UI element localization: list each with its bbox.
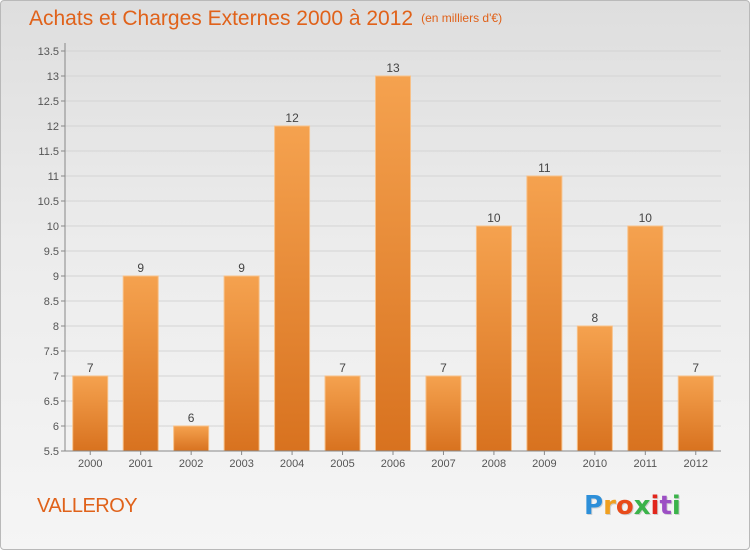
y-tick-label: 7 (53, 371, 59, 383)
bar-2007 (425, 375, 462, 452)
bar-2004 (274, 125, 311, 452)
logo-letter: r (603, 491, 616, 521)
chart-title-text: Achats et Charges Externes 2000 à 2012 (29, 7, 414, 30)
x-tick-label: 2004 (280, 458, 304, 470)
value-label: 13 (386, 61, 400, 75)
x-tick-label: 2001 (128, 458, 152, 470)
value-label: 7 (87, 361, 94, 375)
y-tick-label: 6 (53, 421, 59, 433)
bar-2009 (526, 175, 563, 452)
town-name: VALLEROY (37, 495, 138, 517)
value-label: 10 (487, 211, 501, 225)
y-tick-label: 7.5 (44, 346, 59, 358)
proxiti-logo: Proxiti (584, 491, 681, 521)
y-tick-label: 9.5 (44, 246, 59, 258)
chart-unit-note: (en milliers d'€) (421, 11, 503, 25)
bar-2010 (576, 325, 613, 452)
logo-letter: i (650, 491, 660, 521)
bar-2006 (375, 75, 411, 452)
x-tick-label: 2009 (532, 458, 556, 470)
value-label: 12 (285, 111, 299, 125)
logo-letter: i (671, 491, 681, 521)
bar-2002 (173, 425, 210, 452)
y-tick-label: 12 (47, 121, 59, 133)
value-label: 8 (592, 311, 599, 325)
y-tick-label: 8.5 (44, 296, 59, 308)
x-tick-label: 2010 (583, 458, 607, 470)
x-tick-label: 2007 (431, 458, 455, 470)
x-tick-label: 2003 (229, 458, 253, 470)
y-tick-label: 11 (48, 171, 59, 183)
bar-2001 (122, 275, 159, 452)
value-label: 11 (538, 161, 551, 175)
y-tick-label: 12.5 (38, 96, 59, 108)
value-label: 6 (188, 411, 195, 425)
x-tick-label: 2012 (684, 458, 708, 470)
logo-letter: o (615, 491, 634, 521)
value-label: 9 (238, 261, 245, 275)
bar-2000 (72, 375, 109, 452)
y-tick-label: 8 (53, 321, 59, 333)
x-tick-label: 2002 (179, 458, 203, 470)
bar-2008 (475, 225, 512, 452)
value-label: 9 (137, 261, 144, 275)
bar-2012 (677, 375, 714, 452)
chart-title: Achats et Charges Externes 2000 à 2012 (e… (29, 7, 502, 31)
x-tick-label: 2006 (381, 458, 405, 470)
bar-layer (72, 75, 714, 452)
y-tick-label: 6.5 (44, 396, 59, 408)
axis-layer: 5.5 6 6.5 7 7.5 8 8.5 9 9.5 10 10.5 11 11.5 12 12.5 13 1… (38, 43, 721, 470)
x-tick-label: 2005 (330, 458, 354, 470)
bar-2003 (223, 275, 260, 452)
bar-2011 (627, 225, 664, 452)
y-tick-label: 13.5 (38, 46, 59, 58)
bar-2005 (324, 375, 361, 452)
y-tick-label: 10 (47, 221, 59, 233)
logo-letter: x (633, 491, 651, 521)
value-label: 7 (339, 361, 346, 375)
x-tick-label: 2008 (482, 458, 506, 470)
value-label: 10 (639, 211, 653, 225)
y-tick-label: 10.5 (38, 196, 59, 208)
logo-letter: t (659, 491, 672, 521)
value-label: 7 (440, 361, 447, 375)
y-tick-label: 11.5 (38, 146, 59, 158)
label-layer: 7 9 6 9 12 7 13 7 10 11 8 10 7 (87, 61, 700, 425)
y-tick-label: 5.5 (44, 446, 59, 458)
y-tick-label: 9 (53, 271, 59, 283)
x-tick-label: 2000 (78, 458, 102, 470)
value-label: 7 (692, 361, 699, 375)
x-tick-label: 2011 (633, 458, 657, 470)
y-tick-label: 13 (47, 71, 59, 83)
logo-letter: P (584, 491, 604, 521)
